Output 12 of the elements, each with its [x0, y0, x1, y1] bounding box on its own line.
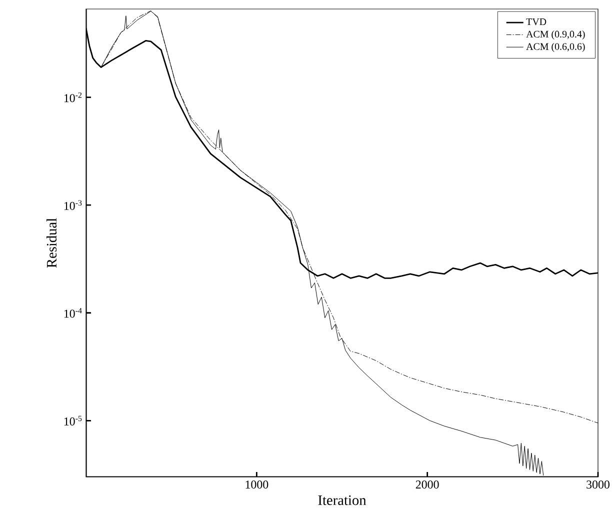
legend-label: ACM (0.6,0.6): [526, 42, 585, 52]
y-tick-label: 10$^{-5}$: [64, 416, 82, 426]
y-tick-label: 10$^{-3}$: [64, 200, 82, 210]
x-tick-label: 3000: [586, 480, 610, 489]
x-tick-label: 2000: [416, 480, 439, 489]
x-axis-title: Iteration: [318, 495, 366, 506]
legend-label: TVD: [526, 18, 546, 26]
y-axis-title: Residual: [46, 218, 57, 268]
legend-label: ACM (0.9,0.4): [526, 30, 585, 40]
y-tick-label: 10$^{-2}$: [64, 92, 82, 102]
y-tick-label: 10$^{-4}$: [64, 308, 82, 318]
x-tick-label: 1000: [246, 480, 268, 489]
